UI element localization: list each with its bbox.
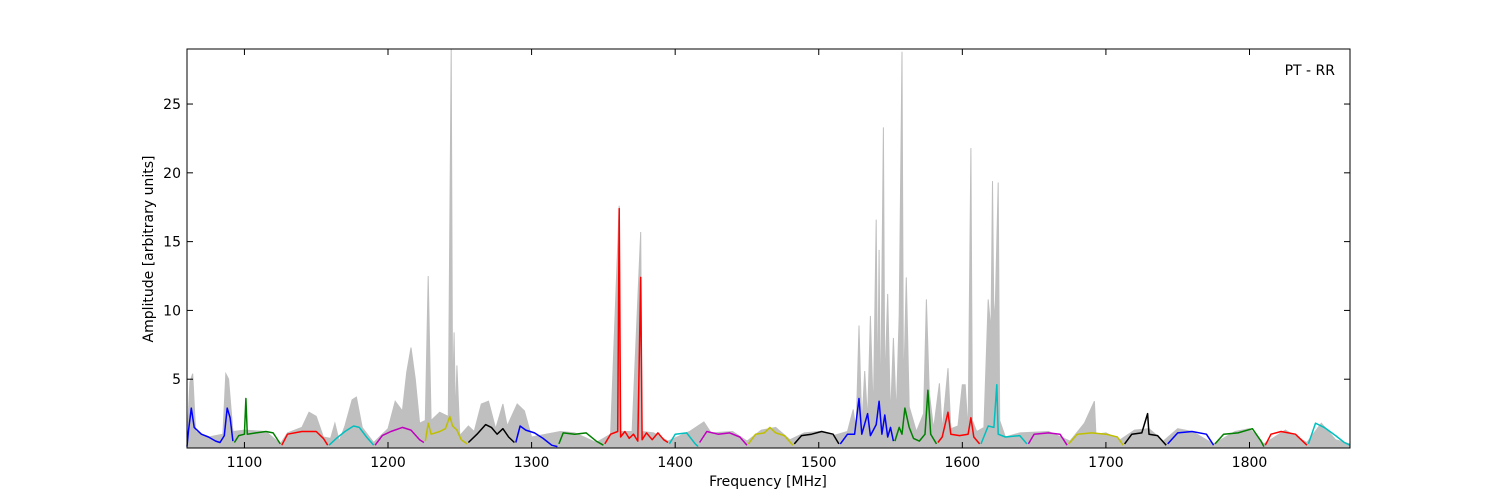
series-line-8: [515, 425, 558, 448]
series-line-11: [668, 432, 699, 448]
x-tick-label: 1200: [370, 455, 406, 471]
x-tick-label: 1500: [801, 455, 837, 471]
series-line-17: [937, 411, 981, 445]
y-tick-label: 25: [163, 97, 181, 113]
series-line-18: [980, 383, 1028, 445]
series-line-6: [424, 415, 468, 445]
series-line-24: [1264, 430, 1308, 446]
x-axis-ticks: 1100 1200 1300 1400 1500 1600 1700 1800: [227, 49, 1268, 471]
series-line-12: [698, 430, 748, 446]
series-line-15: [839, 397, 895, 445]
series-line-2: [233, 397, 281, 445]
series-line-13: [747, 426, 794, 446]
y-axis-label: Amplitude [arbitrary units]: [141, 156, 157, 343]
x-tick-label: 1400: [657, 455, 693, 471]
series-line-9: [558, 432, 604, 446]
series-line-19: [1027, 432, 1068, 446]
series-line-20: [1068, 432, 1124, 446]
x-tick-label: 1800: [1232, 455, 1268, 471]
y-tick-label: 10: [163, 303, 181, 319]
series-line-7: [467, 423, 515, 444]
series-line-25: [1307, 422, 1351, 446]
background-spectrum: [186, 48, 1351, 449]
corner-annotation: PT - RR: [1285, 63, 1336, 79]
series-line-14: [793, 430, 840, 445]
series-line-5: [374, 426, 425, 446]
series-line-16: [894, 389, 938, 445]
series-line-1: [186, 407, 234, 447]
background-spectrum-area: [186, 48, 1351, 449]
series-line-22: [1167, 430, 1215, 446]
x-tick-label: 1700: [1088, 455, 1124, 471]
series-lines: [186, 207, 1351, 448]
y-tick-label: 15: [163, 235, 181, 251]
series-line-23: [1214, 427, 1265, 447]
series-line-21: [1123, 412, 1167, 446]
x-axis-label: Frequency [MHz]: [709, 474, 827, 490]
y-tick-label: 20: [163, 166, 181, 182]
y-axis-ticks: 5 10 15 20 25: [163, 97, 1350, 388]
x-tick-label: 1600: [945, 455, 981, 471]
plot-frame: [186, 48, 1351, 449]
y-tick-label: 5: [172, 372, 181, 388]
x-tick-label: 1100: [227, 455, 263, 471]
series-line-4: [328, 425, 375, 446]
x-tick-label: 1300: [514, 455, 550, 471]
series-line-10: [604, 207, 669, 445]
series-line-3: [281, 430, 329, 446]
